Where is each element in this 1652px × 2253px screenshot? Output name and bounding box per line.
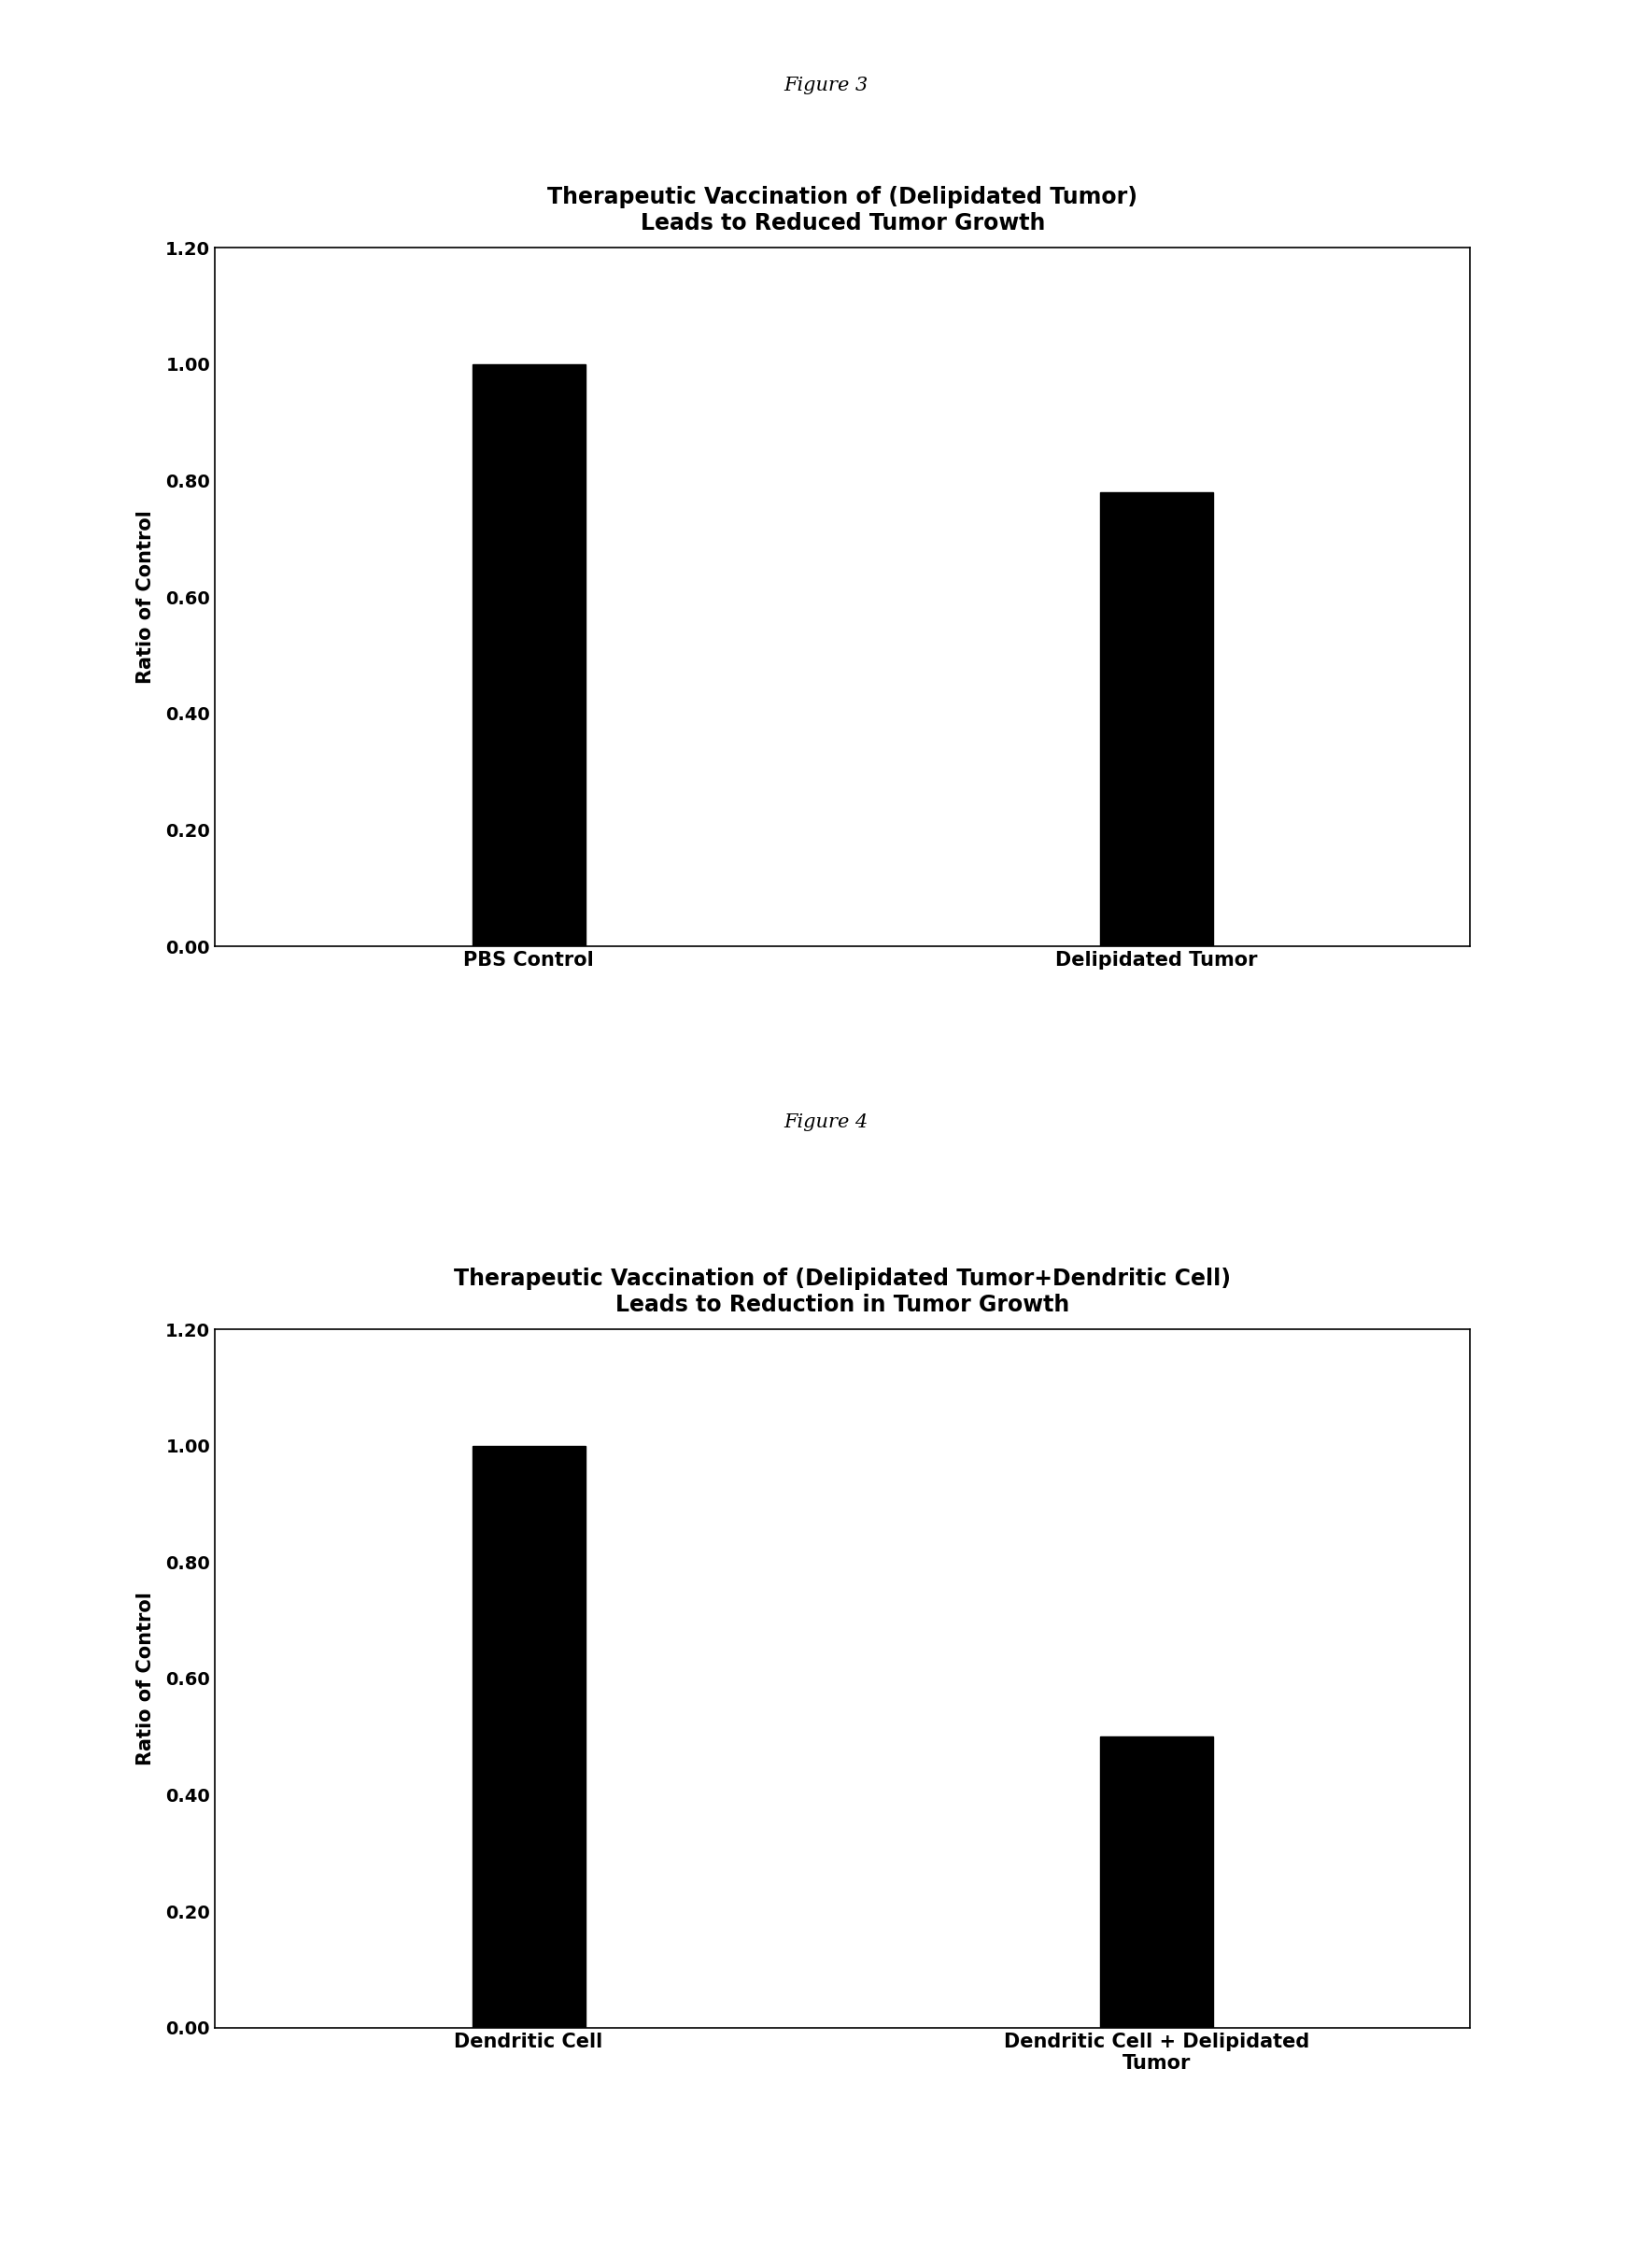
- Text: Figure 3: Figure 3: [783, 77, 869, 95]
- Y-axis label: Ratio of Control: Ratio of Control: [137, 1591, 155, 1766]
- Text: Figure 4: Figure 4: [783, 1113, 869, 1131]
- Bar: [1100, 1737, 1213, 2028]
- Bar: [472, 1446, 585, 2028]
- Title: Therapeutic Vaccination of (Delipidated Tumor+Dendritic Cell)
Leads to Reduction: Therapeutic Vaccination of (Delipidated …: [454, 1268, 1231, 1316]
- Title: Therapeutic Vaccination of (Delipidated Tumor)
Leads to Reduced Tumor Growth: Therapeutic Vaccination of (Delipidated …: [547, 187, 1138, 234]
- Bar: [472, 365, 585, 946]
- Bar: [1100, 493, 1213, 946]
- Y-axis label: Ratio of Control: Ratio of Control: [137, 509, 155, 685]
